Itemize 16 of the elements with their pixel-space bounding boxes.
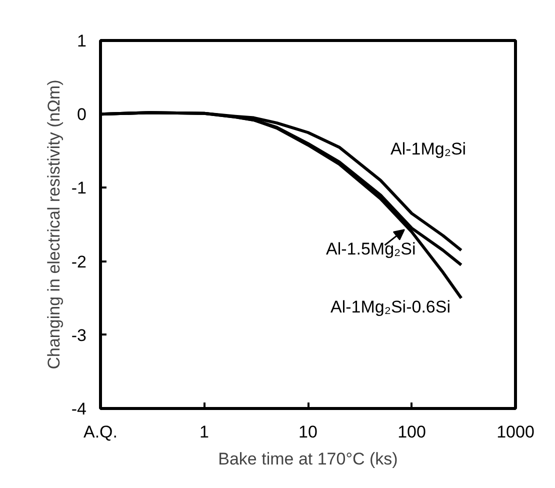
y-axis-title: Changing in electrical resistivity (nΩm) [44,80,64,370]
x-tick-label: 10 [298,422,318,442]
y-tick-label: 1 [77,32,87,50]
x-tick-label: 1000 [496,422,534,442]
series-label: Al-1Mg₂Si [390,139,466,158]
y-tick-label: -3 [71,326,87,345]
x-axis-title: Bake time at 170°C (ks) [218,450,398,468]
x-tick-label: 100 [398,422,426,442]
series-label: Al-1Mg₂Si-0.6Si [330,298,451,317]
legend-label: Al-1.5Mg₂Si [326,240,416,259]
y-tick-label: -1 [71,178,87,198]
y-tick-label: 0 [77,105,87,124]
y-tick-label: -2 [71,252,87,272]
x-tick-label: 1 [200,422,209,442]
x-tick-label: A.Q. [83,422,118,442]
y-tick-label: -4 [71,400,87,418]
